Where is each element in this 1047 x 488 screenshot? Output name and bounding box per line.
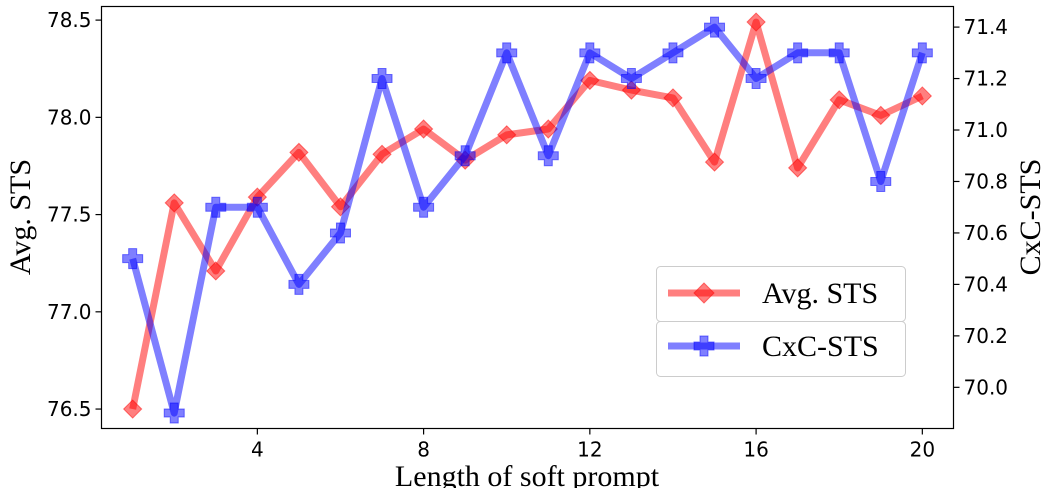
data-point-avg-sts bbox=[538, 119, 558, 139]
data-point-cxc-sts bbox=[620, 68, 642, 90]
data-point-avg-sts bbox=[746, 12, 766, 32]
data-point-cxc-sts bbox=[704, 16, 726, 38]
x-tick-label: 20 bbox=[910, 438, 935, 462]
data-point-cxc-sts bbox=[413, 196, 435, 218]
y-axis-label: Avg. STS bbox=[4, 159, 37, 275]
data-point-cxc-sts bbox=[454, 145, 476, 167]
data-point-avg-sts bbox=[787, 158, 808, 178]
data-point-cxc-sts bbox=[662, 42, 684, 64]
x-tick-label: 8 bbox=[417, 438, 430, 462]
x-tick-label: 4 bbox=[251, 438, 264, 462]
data-point-avg-sts bbox=[704, 152, 725, 172]
data-point-cxc-sts bbox=[745, 68, 767, 90]
data-point-avg-sts bbox=[663, 88, 683, 108]
data-point-avg-sts bbox=[289, 142, 309, 163]
data-point-cxc-sts bbox=[496, 42, 518, 64]
y-tick-label: 77.5 bbox=[47, 203, 92, 227]
data-point-cxc-sts bbox=[288, 273, 310, 295]
series-line-avg-sts bbox=[129, 18, 924, 410]
x-tick-label: 12 bbox=[577, 438, 602, 462]
y2-axis-label: CxC-STS bbox=[1014, 159, 1047, 276]
data-point-cxc-sts bbox=[579, 42, 601, 64]
data-point-cxc-sts bbox=[371, 68, 393, 90]
data-point-cxc-sts bbox=[828, 42, 850, 64]
data-point-avg-sts bbox=[372, 144, 392, 165]
data-point-cxc-sts bbox=[163, 402, 185, 424]
legend-marker-avg-sts bbox=[693, 282, 715, 304]
y-tick-label: 78.5 bbox=[47, 8, 92, 32]
y2-tick-label: 70.2 bbox=[964, 324, 1009, 348]
legend-label-cxc-sts: CxC-STS bbox=[762, 330, 879, 363]
data-point-cxc-sts bbox=[329, 222, 351, 244]
data-point-cxc-sts bbox=[911, 42, 933, 64]
data-point-cxc-sts bbox=[246, 196, 268, 218]
plot-frame bbox=[100, 5, 955, 430]
data-point-cxc-sts bbox=[870, 170, 892, 192]
y2-tick-label: 71.0 bbox=[964, 118, 1009, 142]
data-point-cxc-sts bbox=[205, 196, 227, 218]
y2-tick-label: 70.4 bbox=[964, 272, 1009, 296]
data-point-avg-sts bbox=[829, 90, 849, 110]
data-point-cxc-sts bbox=[122, 248, 144, 270]
data-point-avg-sts bbox=[912, 86, 933, 106]
data-point-avg-sts bbox=[164, 193, 184, 213]
y2-tick-label: 71.4 bbox=[964, 15, 1009, 39]
data-point-avg-sts bbox=[122, 399, 143, 419]
y2-tick-label: 70.0 bbox=[964, 375, 1009, 399]
x-tick-label: 16 bbox=[743, 438, 768, 462]
data-point-avg-sts bbox=[206, 261, 226, 281]
legend-label-avg-sts: Avg. STS bbox=[762, 277, 878, 310]
x-axis-label: Length of soft prompt bbox=[395, 460, 660, 488]
data-point-avg-sts bbox=[871, 105, 891, 126]
y-tick-label: 78.0 bbox=[47, 105, 92, 129]
data-point-cxc-sts bbox=[787, 42, 809, 64]
legend: Avg. STS CxC-STS bbox=[656, 266, 906, 377]
data-point-cxc-sts bbox=[537, 145, 559, 167]
y-tick-label: 76.5 bbox=[47, 397, 92, 421]
y2-tick-label: 71.2 bbox=[964, 67, 1009, 91]
legend-marker-cxc-sts bbox=[693, 335, 715, 357]
data-point-avg-sts bbox=[413, 119, 434, 139]
legend-box-cxc-sts bbox=[656, 321, 906, 377]
y2-tick-label: 70.8 bbox=[964, 169, 1009, 193]
data-point-avg-sts bbox=[497, 125, 517, 145]
y-tick-label: 77.0 bbox=[47, 300, 92, 324]
data-point-avg-sts bbox=[580, 70, 600, 91]
y2-tick-label: 70.6 bbox=[964, 221, 1009, 245]
